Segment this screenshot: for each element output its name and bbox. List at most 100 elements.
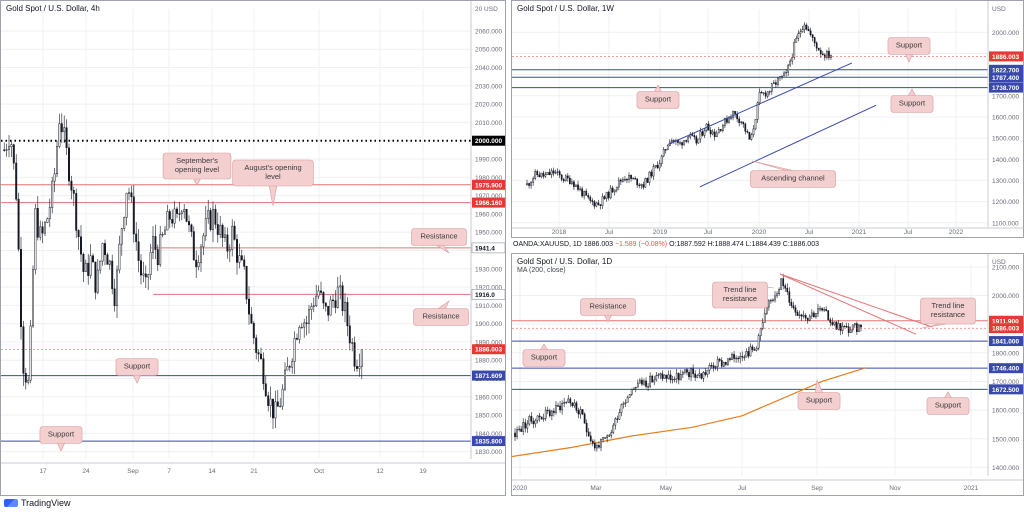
d1-candle	[632, 387, 635, 390]
w1-candle	[738, 118, 741, 123]
h4-candle	[190, 224, 193, 232]
d1-candle	[722, 362, 725, 367]
y-tick-label: 1900.000	[475, 321, 502, 328]
callout-september-opening-text: September's	[176, 156, 218, 165]
chart-panel-4h[interactable]: 20 USD 2060.000 2050.000 2040.000 2030.000 20…	[0, 0, 506, 496]
w1-candle	[660, 155, 663, 164]
w1-candle	[789, 60, 792, 66]
d1-candle	[669, 374, 672, 381]
d1-candle	[679, 374, 682, 381]
d1-candle	[591, 440, 594, 444]
d1-candle	[759, 328, 762, 336]
y-tick-label: 1840.000	[475, 431, 502, 438]
d1-candle	[677, 373, 680, 381]
w1-candle	[583, 190, 586, 197]
w1-candle	[611, 187, 614, 193]
x-tick-label: 2019	[653, 229, 668, 236]
w1-candle	[766, 91, 769, 97]
w1-candle	[605, 191, 608, 199]
h4-candle	[108, 260, 111, 265]
w1-candle	[542, 172, 545, 177]
w1-candle	[613, 189, 616, 193]
x-tick-label: Jul	[605, 229, 614, 236]
h4-candle	[142, 273, 145, 276]
h4-candle	[202, 235, 205, 248]
d1-candle	[735, 357, 737, 360]
h4-candle	[216, 224, 219, 235]
h4-candle	[36, 208, 39, 238]
w1-candle	[626, 179, 628, 181]
w1-candle	[530, 182, 532, 186]
h4-candle	[116, 269, 118, 306]
chart-4h: 20 USD 2060.000 2050.000 2040.000 2030.000 20…	[1, 1, 505, 475]
h4-candle	[224, 234, 226, 238]
callout-ascending-channel: Ascending channel	[750, 160, 836, 188]
x-tick-label: Jul	[904, 229, 913, 236]
h4-candle	[152, 236, 154, 253]
h4-candle	[180, 211, 183, 215]
h4-candle	[334, 300, 337, 308]
h4-candle	[178, 213, 181, 215]
d1-candle	[845, 326, 848, 328]
h4-candle	[281, 388, 284, 407]
w1-candle	[830, 55, 832, 58]
w1-candle	[601, 196, 604, 206]
w1-candle	[728, 117, 730, 123]
h4-candle	[56, 146, 58, 175]
x-tick-label: 7	[167, 468, 171, 475]
chart-panel-1w[interactable]: USD2000.0001900.0001800.0001700.0001600.…	[511, 0, 1024, 238]
d1-candle	[761, 322, 764, 329]
d1-candle	[622, 403, 625, 405]
w1-candle	[617, 179, 620, 188]
d1-candle	[651, 375, 654, 383]
h4-candle	[173, 208, 176, 224]
w1-candle	[536, 171, 539, 176]
h4-candle	[171, 219, 174, 224]
d1-candle	[524, 422, 527, 429]
w1-candle	[730, 117, 732, 119]
d1-candle	[655, 375, 658, 381]
d1-candle	[569, 398, 572, 404]
w1-candle	[550, 170, 553, 176]
w1-candle	[715, 132, 718, 138]
w1-candle	[770, 83, 773, 92]
w1-candle	[658, 163, 661, 169]
tradingview-logo[interactable]: TradingView	[4, 498, 71, 508]
d1-candle	[743, 356, 746, 359]
w1-candle	[799, 31, 802, 34]
w1-candle	[650, 171, 653, 177]
chart-1d-svg: USD2100.0002000.0001900.0001800.0001700.…	[512, 254, 1023, 492]
h4-candle	[188, 221, 190, 226]
h4-candle	[358, 366, 361, 369]
h4-candle	[288, 366, 291, 368]
price-tag-label: 1746.400	[992, 366, 1019, 373]
w1-candle	[821, 53, 824, 56]
w1-candle	[615, 186, 618, 191]
price-tag-label: 1911.900	[992, 318, 1019, 325]
h4-candle	[87, 262, 90, 276]
callout-september-opening-text: opening level	[175, 165, 220, 174]
d1-candle	[700, 373, 703, 379]
chart-4h-svg: 20 USD 2060.000 2050.000 2040.000 2030.000 20…	[1, 1, 505, 475]
h4-candle	[260, 353, 262, 359]
h4-candle	[264, 383, 267, 397]
callout-resistance-daily: Resistance	[580, 298, 636, 323]
h4-candle	[360, 348, 363, 367]
price-tag-label: 1841.000	[992, 339, 1019, 346]
h4-candle	[351, 342, 354, 344]
w1-candle	[634, 178, 637, 180]
callout-support-weekly-1-text: Support	[896, 41, 923, 50]
callout-trendline-resistance-1-text: resistance	[723, 294, 757, 303]
chart-panel-1d[interactable]: USD2100.0002000.0001900.0001800.0001700.…	[511, 253, 1024, 496]
d1-candle	[757, 335, 760, 349]
w1-candle	[597, 202, 600, 205]
callout-support-daily-3-box	[926, 397, 970, 415]
d1-candle	[657, 374, 660, 376]
chart-1w-title: Gold Spot / U.S. Dollar, 1W	[517, 4, 614, 13]
price-tag-label: 1787.400	[992, 75, 1019, 82]
w1-candle	[826, 51, 828, 58]
h4-candle	[96, 269, 99, 293]
d1-candle	[641, 379, 643, 385]
y-tick-label: 1400.000	[992, 157, 1019, 164]
